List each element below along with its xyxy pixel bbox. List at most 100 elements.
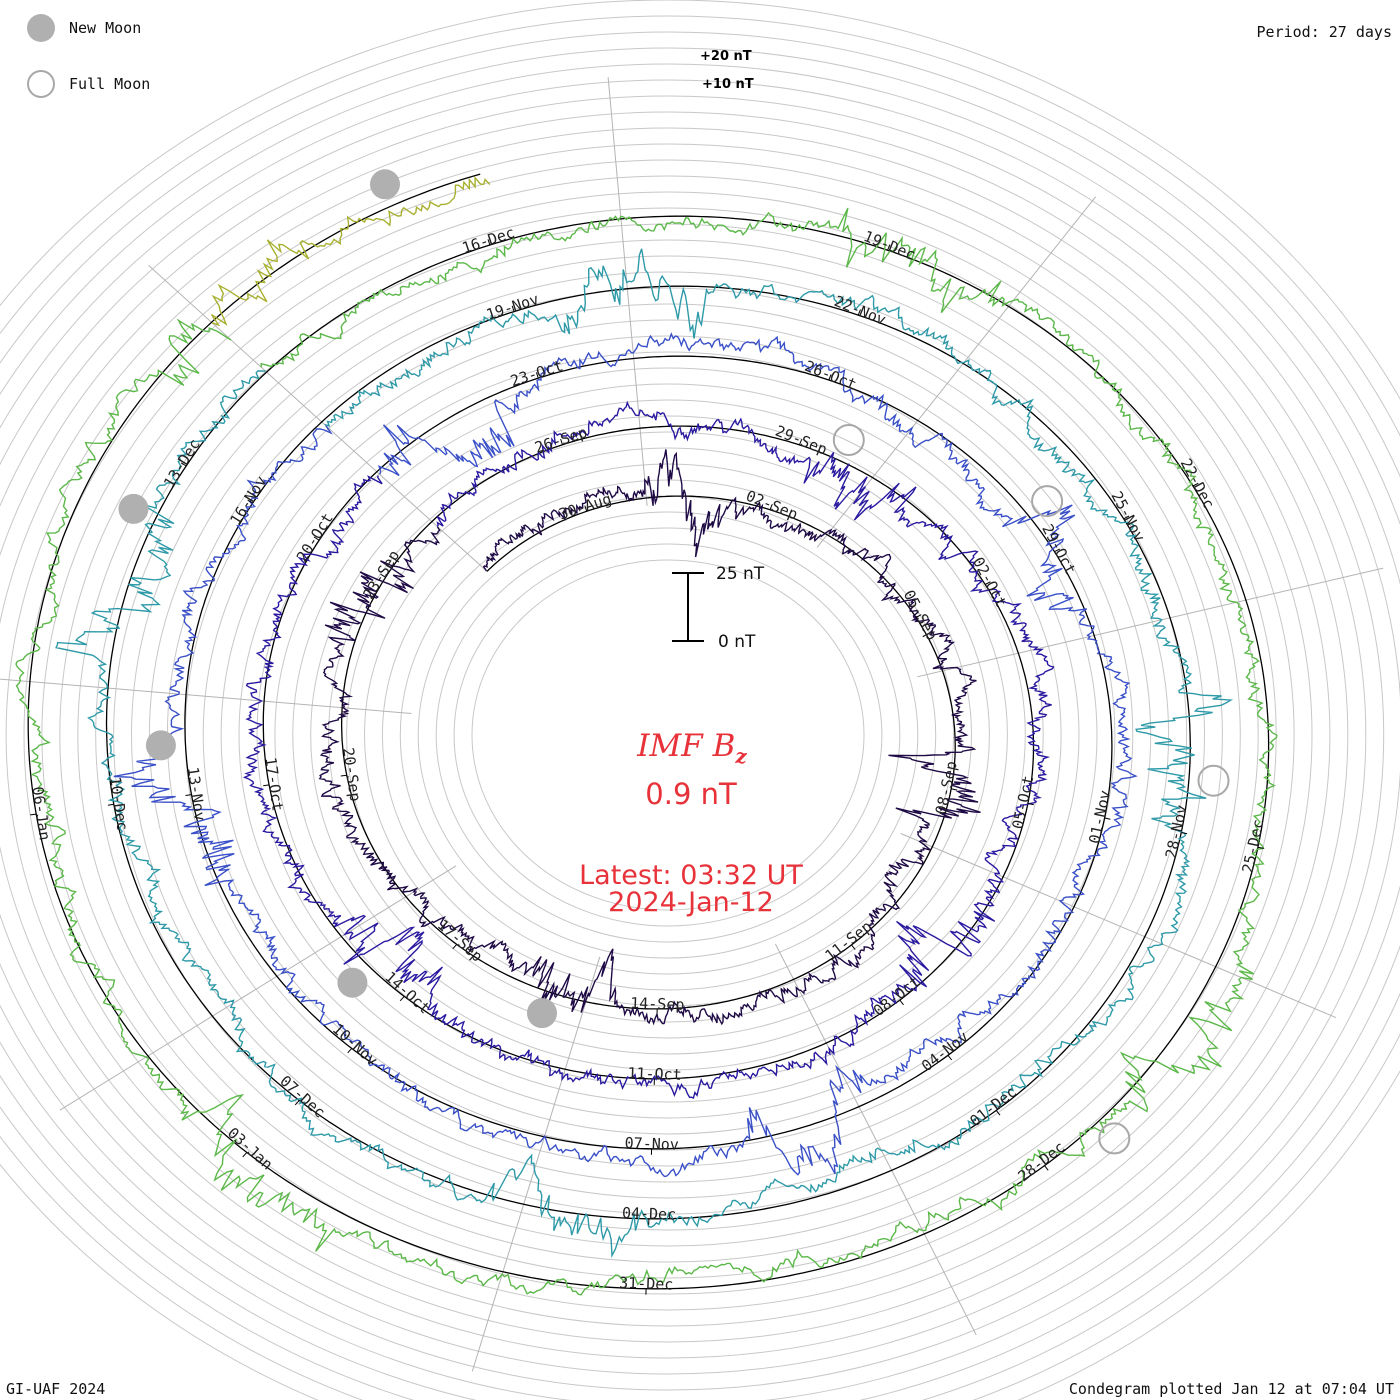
grid-ring (148, 271, 1188, 1199)
date-tick-label: 10-Dec (106, 776, 131, 832)
full-moon-marker (1098, 1122, 1131, 1155)
date-tick-mark (887, 244, 891, 251)
grid-ring (292, 399, 1044, 1071)
date-tick-mark (560, 438, 563, 445)
grid-ring (453, 543, 883, 927)
chart-title: IMF Bz (542, 728, 842, 768)
grid-ring (256, 367, 1080, 1103)
bz-trace-rotation-3 (113, 332, 1138, 1178)
scale-inner-label: +10 nT (702, 77, 754, 92)
date-tick-mark (452, 944, 458, 950)
grid-ring (0, 47, 1400, 1400)
moon-markers (118, 169, 1230, 1155)
grid-ring (471, 559, 865, 911)
new-moon-marker (118, 493, 149, 524)
scale-bar (672, 572, 704, 642)
grid-ring (0, 79, 1400, 1391)
bz-trace-rotation-4 (55, 248, 1234, 1259)
date-tick-label: 20-Sep (339, 746, 364, 802)
date-tick-mark (995, 1110, 1001, 1116)
latest-date: 2024-Jan-12 (608, 887, 774, 918)
date-tick-mark (1123, 515, 1130, 520)
new-moon-marker (337, 967, 368, 998)
date-tick-mark (1257, 846, 1264, 849)
date-tick-mark (851, 944, 856, 950)
date-tick-label: 11-Sep (822, 917, 876, 965)
date-tick-mark (1044, 1165, 1049, 1171)
date-tick-mark (263, 784, 270, 787)
grid-ring (310, 415, 1026, 1055)
date-tick-mark (915, 614, 922, 618)
current-value: 0.9 nT (645, 777, 737, 811)
scale-bar-bottom-label: 0 nT (718, 632, 756, 652)
footer-plot-time: Condegram plotted Jan 12 at 07:04 UT (1068, 1380, 1394, 1398)
date-tick-label: 08-Sep (932, 759, 961, 816)
date-tick-label: 04-Dec (622, 1204, 677, 1224)
date-tick-mark (1181, 832, 1188, 835)
date-tick-mark (951, 788, 958, 791)
footer-credit: GI-UAF 2024 (6, 1380, 106, 1398)
grid-ring (0, 63, 1400, 1400)
date-tick-mark (30, 813, 37, 816)
date-tick-mark (242, 1152, 248, 1158)
new-moon-icon (27, 14, 55, 42)
date-tick-mark (1104, 817, 1111, 820)
bz-trace-rotation-1 (318, 449, 981, 1026)
legend-full-moon: Full Moon (27, 70, 150, 98)
date-tick-mark (487, 239, 491, 246)
grid-ring (41, 175, 1295, 1295)
latest-time: Latest: 03:32 UT (579, 860, 803, 891)
date-tick-label: 17-Oct (261, 756, 286, 812)
date-tick-mark (347, 1048, 353, 1054)
date-tick-label: 11-Oct (627, 1064, 682, 1084)
grid-ring (346, 447, 990, 1023)
date-tick-mark (947, 1054, 953, 1061)
period-label: Period: 27 days (1256, 23, 1392, 41)
scale-bar-top-label: 25 nT (716, 564, 765, 584)
date-tick-mark (1192, 482, 1199, 487)
date-tick-mark (399, 996, 405, 1002)
date-tick-mark (247, 499, 253, 504)
date-tick-mark (294, 1100, 300, 1106)
spoke-line (607, 77, 648, 506)
grid-ring (417, 511, 919, 959)
date-tick-mark (798, 439, 803, 446)
legend-label: New Moon (69, 19, 142, 37)
grid-ring (5, 143, 1331, 1327)
date-tick-mark (584, 505, 588, 512)
grid-ring (23, 159, 1313, 1311)
date-tick-label: 17-Sep (434, 916, 486, 966)
grid-ring (238, 351, 1098, 1119)
date-tick-mark (857, 309, 861, 316)
date-tick-label: 06-Jan (28, 785, 53, 841)
grid-ring (220, 335, 1116, 1135)
spoke-line (900, 833, 1337, 1019)
date-tick-label: 28-Nov (1162, 803, 1191, 860)
date-tick-mark (185, 794, 192, 796)
day-spokes (0, 77, 1384, 1372)
date-tick-mark (511, 305, 515, 312)
full-moon-marker (1031, 485, 1064, 518)
date-tick-label: 10-Nov (329, 1020, 381, 1070)
grid-ring (202, 319, 1134, 1151)
grid-ring (0, 95, 1384, 1375)
date-tick-mark (899, 999, 904, 1006)
date-tick-mark (535, 372, 539, 379)
full-moon-marker (832, 424, 865, 456)
spoke-line (59, 865, 457, 1111)
grid-ring (0, 31, 1400, 1400)
grid-ring (435, 527, 901, 943)
grid-ring (0, 111, 1367, 1359)
full-moon-marker (1197, 764, 1230, 797)
title-subscript: z (735, 744, 747, 769)
spoke-line (471, 956, 601, 1372)
title-text: IMF B (637, 728, 736, 764)
date-tick-mark (180, 462, 187, 467)
new-moon-marker (527, 998, 557, 1029)
spoke-line (148, 265, 488, 572)
full-moon-icon (27, 70, 55, 98)
date-tick-mark (828, 374, 832, 381)
